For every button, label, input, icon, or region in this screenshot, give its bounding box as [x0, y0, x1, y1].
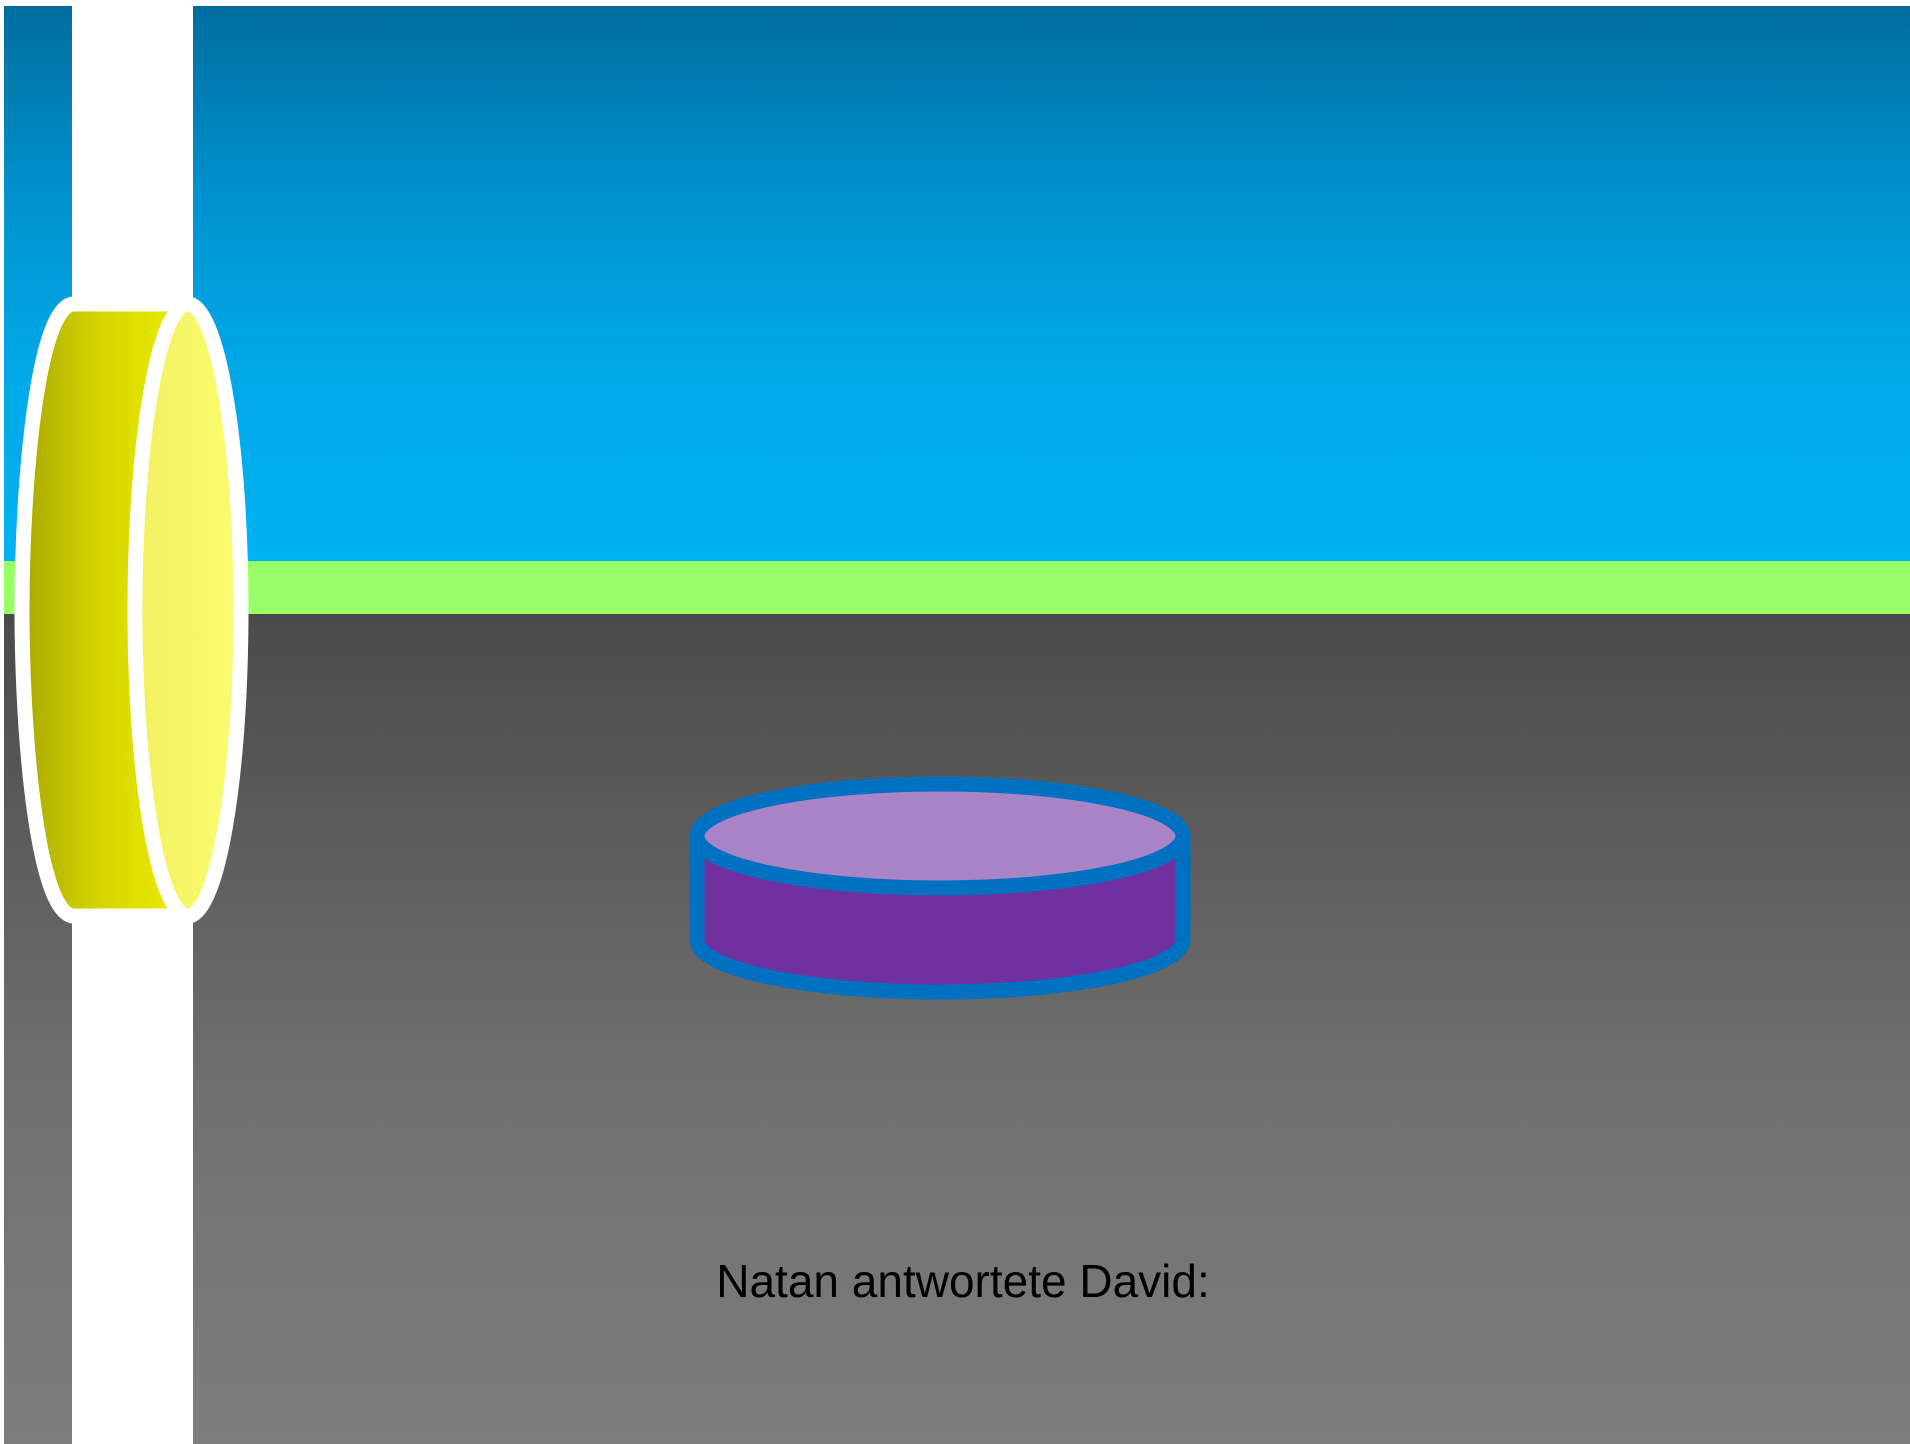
sky-background	[4, 6, 1910, 562]
yellow-disk	[14, 296, 249, 924]
purple-disk-top	[689, 776, 1191, 896]
purple-disk	[689, 776, 1191, 1000]
ground-background	[4, 614, 1910, 1444]
yellow-disk-face	[127, 296, 249, 924]
grass-strip	[4, 561, 1910, 615]
slide-caption: Natan antwortete David:	[716, 1255, 1210, 1307]
